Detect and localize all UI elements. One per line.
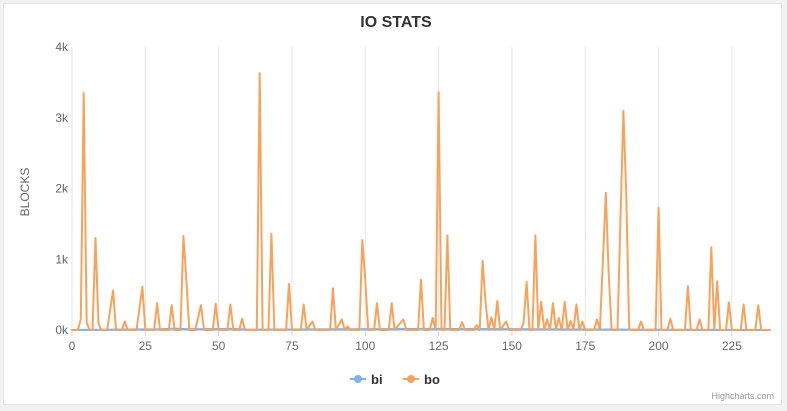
legend-item-bi[interactable]: bi (350, 372, 383, 387)
x-tick-label-6: 150 (502, 339, 522, 353)
y-tick-label-4: 4k (55, 40, 69, 54)
legend-label-bi: bi (371, 372, 383, 387)
x-tick-label-8: 200 (649, 339, 669, 353)
x-tick-label-2: 50 (212, 339, 226, 353)
y-tick-label-0: 0k (55, 323, 69, 337)
legend: bi bo (350, 372, 440, 387)
x-tick-label-4: 100 (355, 339, 375, 353)
x-tick-label-9: 225 (722, 339, 742, 353)
legend-symbol-bo-marker (407, 375, 415, 383)
y-tick-label-1: 1k (55, 252, 69, 266)
x-tick-label-3: 75 (285, 339, 299, 353)
chart-card: IO STATS 0 25 50 75 100 125 150 175 200 225 0k 1k 2… (3, 3, 782, 405)
chart-title: IO STATS (360, 14, 432, 31)
x-tick-label-5: 125 (429, 339, 449, 353)
y-tick-label-2: 2k (55, 182, 69, 196)
y-tick-labels: 0k 1k 2k 3k 4k (55, 40, 69, 337)
grid-layer (71, 47, 733, 330)
credits-link[interactable]: Highcharts.com (711, 391, 774, 401)
x-tick-label-0: 0 (69, 339, 76, 353)
y-axis-title: BLOCKS (18, 168, 32, 217)
chart-svg: IO STATS 0 25 50 75 100 125 150 175 200 225 0k 1k 2… (18, 14, 774, 401)
legend-item-bo[interactable]: bo (403, 372, 440, 387)
legend-symbol-bi-marker (354, 375, 362, 383)
series-line-bo[interactable] (71, 72, 771, 331)
x-tick-label-7: 175 (575, 339, 595, 353)
x-tick-labels: 0 25 50 75 100 125 150 175 200 225 (69, 339, 743, 353)
legend-label-bo: bo (424, 372, 440, 387)
y-tick-label-3: 3k (55, 111, 69, 125)
series-layer (71, 72, 771, 331)
x-tick-label-1: 25 (139, 339, 153, 353)
